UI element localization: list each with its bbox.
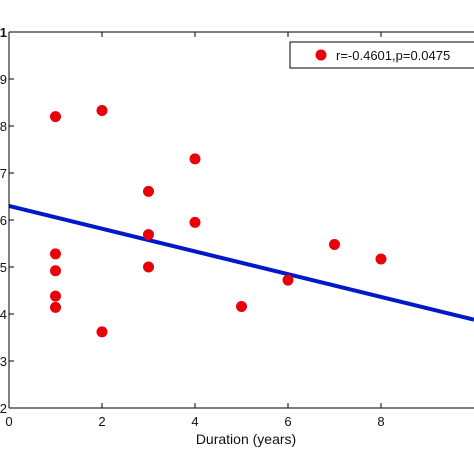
y-tick-label: 4 <box>0 307 7 322</box>
data-point <box>96 104 108 116</box>
y-tick-label: 7 <box>0 166 7 181</box>
data-point <box>329 238 340 250</box>
data-point <box>143 261 154 273</box>
data-point <box>189 153 201 165</box>
y-tick-label: 3 <box>0 354 7 369</box>
data-point <box>50 265 61 277</box>
data-point <box>50 248 61 260</box>
data-point <box>282 274 294 286</box>
x-tick-label: 2 <box>98 414 105 429</box>
y-tick-label: 8 <box>0 119 7 134</box>
legend-label: r=-0.4601,p=0.0475 <box>336 48 450 63</box>
data-point <box>189 216 201 228</box>
regression-line <box>8 203 474 322</box>
data-point <box>375 253 387 265</box>
data-point <box>50 290 61 302</box>
legend: r=-0.4601,p=0.0475 <box>289 41 474 69</box>
y-tick-label: 2 <box>0 401 7 416</box>
x-axis-label: Duration (years) <box>196 431 296 447</box>
data-point <box>143 185 154 197</box>
data-point <box>236 300 247 312</box>
x-tick-label: 6 <box>284 414 291 429</box>
x-tick-label: 4 <box>191 414 198 429</box>
data-point <box>143 229 154 241</box>
x-tick-label: 8 <box>377 414 384 429</box>
data-point <box>50 111 61 123</box>
legend-marker <box>315 49 327 61</box>
y-tick-label-top: 1 <box>0 25 7 40</box>
y-tick-label: 9 <box>0 72 7 87</box>
x-tick-label: 0 <box>5 414 12 429</box>
y-tick-label: 6 <box>0 213 7 228</box>
data-point <box>50 301 61 313</box>
y-tick-label: 5 <box>0 260 7 275</box>
data-point <box>96 326 108 338</box>
